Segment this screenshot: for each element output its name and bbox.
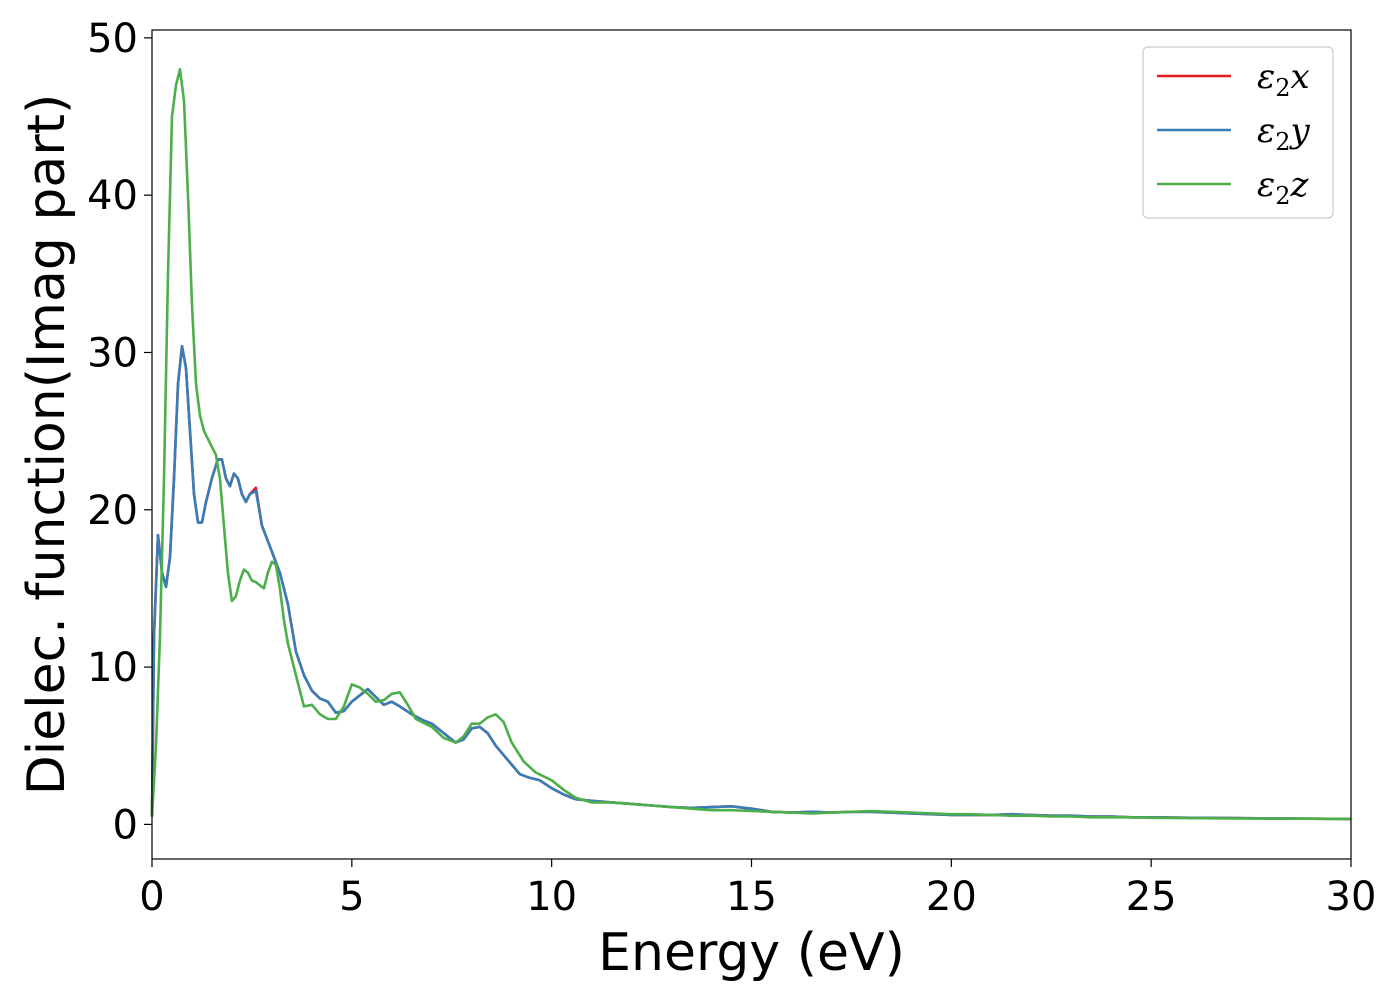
legend-subscript: 2 [1275,128,1290,156]
x-axis-ticks: 0 5 10 15 20 25 30 [139,859,1376,920]
y-tick-label: 10 [87,645,138,691]
y-tick-label: 0 [113,802,138,848]
legend-variable: y [1289,111,1311,151]
y-axis-ticks: 0 10 20 30 40 50 [87,16,152,848]
y-tick-label: 50 [87,16,138,62]
x-tick-label: 15 [726,874,777,920]
x-tick-label: 20 [926,874,977,920]
legend-subscript: 2 [1275,74,1290,102]
legend-label-x: ε2x [1257,57,1310,102]
x-axis-label: Energy (eV) [598,923,905,983]
legend-variable: z [1290,165,1310,205]
x-tick-label: 0 [139,874,164,920]
y-axis-label: Dielec. function(Imag part) [17,94,77,796]
x-tick-label: 5 [339,874,364,920]
legend-frame [1142,46,1334,219]
y-tick-label: 30 [87,330,138,376]
legend-label-z: ε2z [1257,165,1310,210]
legend-variable: x [1291,57,1310,97]
x-tick-label: 10 [526,874,577,920]
legend-base: ε [1257,57,1275,97]
series-line-z [150,68,1352,821]
x-tick-label: 30 [1326,874,1377,920]
y-tick-label: 20 [87,488,138,534]
series-layer [150,68,1352,821]
legend-base: ε [1257,165,1275,205]
legend-label-y: ε2y [1257,111,1311,156]
legend-subscript: 2 [1275,182,1290,210]
legend-base: ε [1257,111,1275,151]
y-tick-label: 40 [87,173,138,219]
x-tick-label: 25 [1126,874,1177,920]
